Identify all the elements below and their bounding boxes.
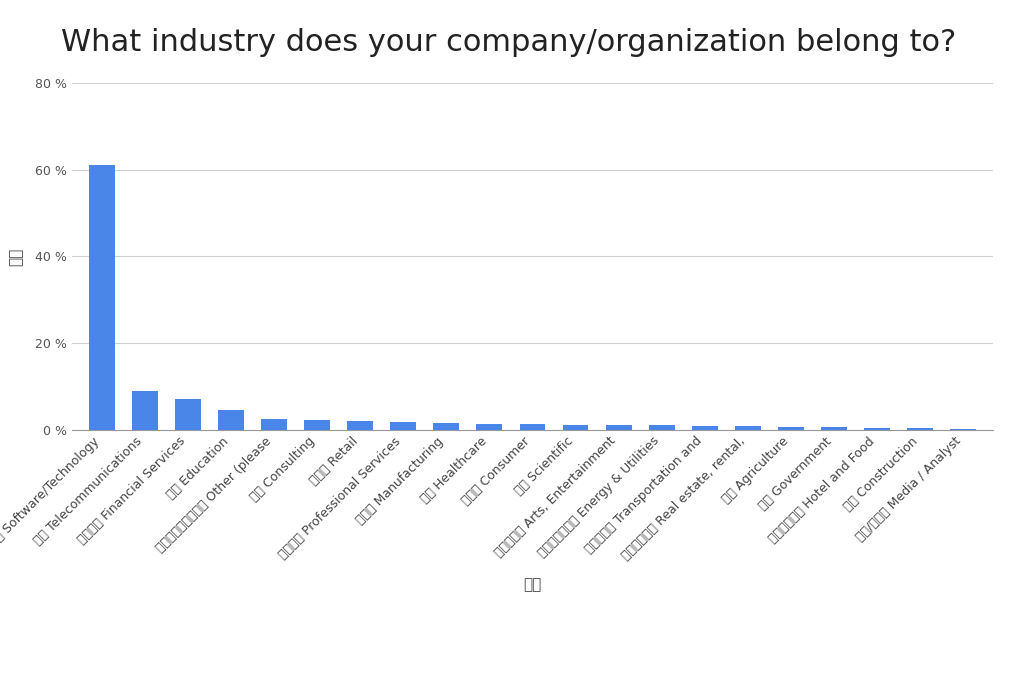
Bar	[649, 426, 675, 430]
Bar	[347, 421, 373, 430]
Bar	[692, 426, 718, 430]
Bar	[735, 426, 761, 430]
Y-axis label: 比例: 比例	[9, 247, 24, 265]
Bar	[390, 422, 416, 430]
Bar	[218, 410, 244, 430]
Bar	[821, 428, 847, 430]
Bar	[476, 424, 503, 430]
Bar	[519, 424, 546, 430]
Bar	[433, 423, 460, 430]
Bar	[950, 429, 976, 430]
Bar	[175, 399, 201, 430]
Bar	[778, 427, 804, 430]
Bar	[261, 419, 287, 430]
Text: What industry does your company/organization belong to?: What industry does your company/organiza…	[61, 28, 956, 57]
Bar	[89, 166, 115, 430]
Bar	[304, 420, 330, 430]
Bar	[562, 425, 589, 430]
Bar	[907, 428, 933, 430]
Bar	[864, 428, 890, 430]
X-axis label: 选项: 选项	[523, 577, 542, 592]
Bar	[605, 426, 632, 430]
Bar	[132, 391, 158, 430]
